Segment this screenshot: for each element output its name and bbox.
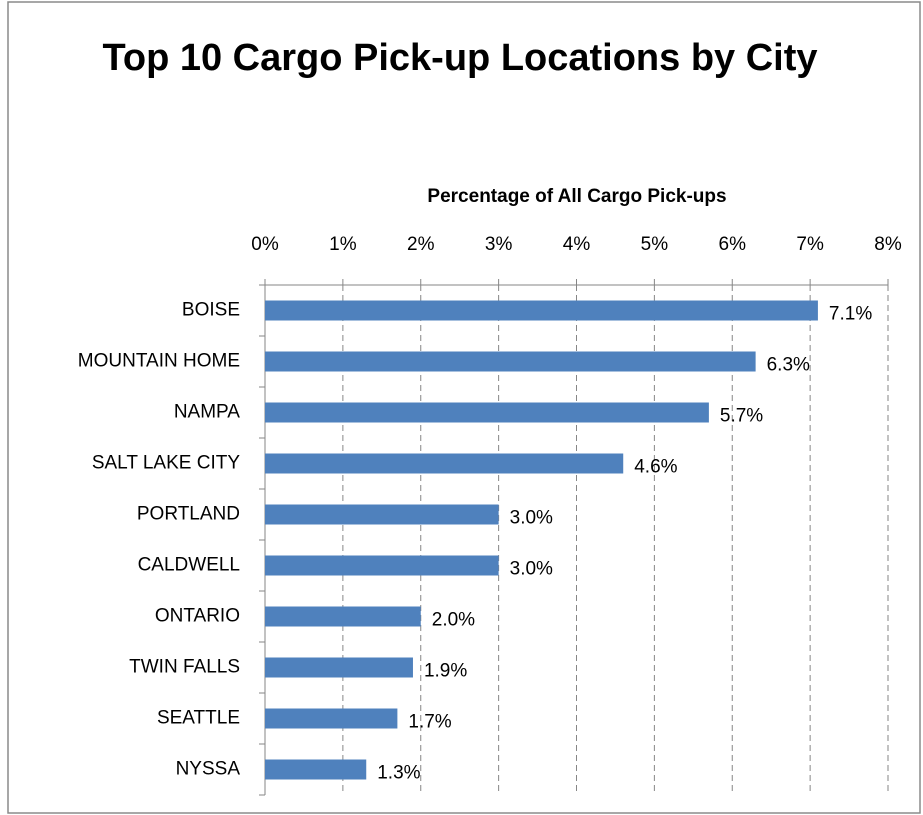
x-tick-label: 8% <box>874 234 902 255</box>
x-tick-label: 1% <box>329 234 357 255</box>
value-label: 1.7% <box>408 712 451 733</box>
x-tick-label: 5% <box>641 234 669 255</box>
value-label: 1.9% <box>424 661 467 682</box>
y-tick-label: SALT LAKE CITY <box>92 453 241 474</box>
value-label: 6.3% <box>767 355 810 376</box>
value-label: 4.6% <box>634 457 677 478</box>
y-tick-label: TWIN FALLS <box>129 657 240 678</box>
value-label: 3.0% <box>510 559 553 580</box>
x-tick-label: 6% <box>719 234 747 255</box>
bar <box>265 759 367 780</box>
x-tick-label: 4% <box>563 234 591 255</box>
y-tick-label: CALDWELL <box>138 555 240 576</box>
value-label: 1.3% <box>377 763 420 784</box>
value-label: 7.1% <box>829 304 872 325</box>
bar <box>265 606 421 627</box>
x-tick-label: 3% <box>485 234 513 255</box>
bar <box>265 657 413 678</box>
bar <box>265 708 398 729</box>
x-tick-label: 7% <box>796 234 824 255</box>
y-tick-label: SEATTLE <box>157 708 240 729</box>
y-tick-label: MOUNTAIN HOME <box>78 351 240 372</box>
y-tick-label: BOISE <box>182 300 240 321</box>
bar <box>265 402 709 423</box>
value-label: 5.7% <box>720 406 763 427</box>
chart-frame <box>7 1 921 814</box>
value-label: 2.0% <box>432 610 475 631</box>
y-tick-label: PORTLAND <box>137 504 240 525</box>
x-tick-label: 0% <box>251 234 279 255</box>
bar <box>265 300 818 321</box>
x-axis-label: Percentage of All Cargo Pick-ups <box>427 186 726 207</box>
bar <box>265 351 756 372</box>
chart-title: Top 10 Cargo Pick-up Locations by City <box>102 37 818 79</box>
y-tick-label: NAMPA <box>174 402 240 423</box>
bar <box>265 504 499 525</box>
y-tick-label: NYSSA <box>176 759 241 780</box>
bar <box>265 555 499 576</box>
value-label: 3.0% <box>510 508 553 529</box>
x-tick-label: 2% <box>407 234 435 255</box>
bar <box>265 453 624 474</box>
y-tick-label: ONTARIO <box>155 606 240 627</box>
